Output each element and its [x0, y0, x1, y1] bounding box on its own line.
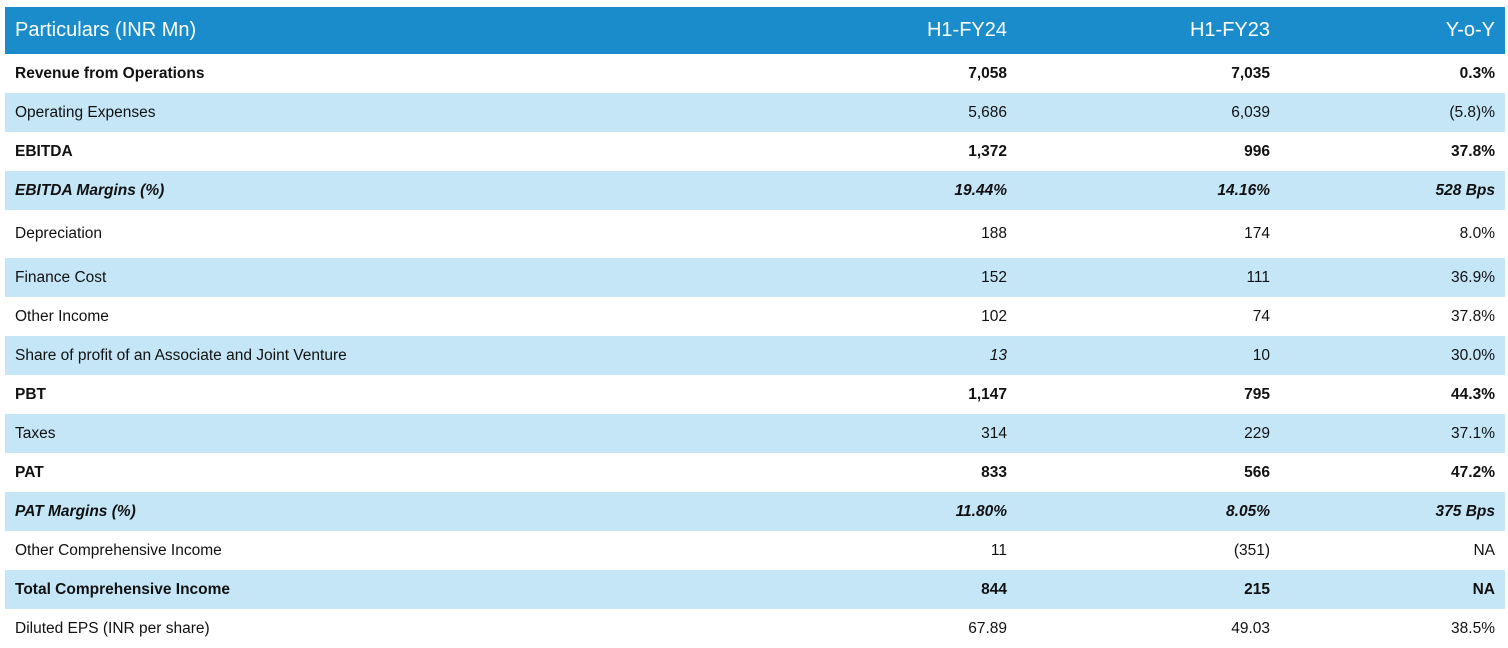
- table-row: Depreciation 188 174 8.0%: [5, 210, 1505, 258]
- table-row: Finance Cost 152 111 36.9%: [5, 258, 1505, 297]
- row-label: EBITDA: [5, 132, 725, 171]
- table-row: Diluted EPS (INR per share) 67.89 49.03 38.…: [5, 609, 1505, 648]
- table-row: PAT 833 566 47.2%: [5, 453, 1505, 492]
- table-body: Revenue from Operations 7,058 7,035 0.3% Ope…: [5, 54, 1505, 648]
- row-label: Finance Cost: [5, 258, 725, 297]
- row-yoy: 37.8%: [1280, 297, 1505, 336]
- row-h1-fy23: 566: [1017, 453, 1280, 492]
- row-h1-fy24: 1,372: [725, 132, 1017, 171]
- row-label: Diluted EPS (INR per share): [5, 609, 725, 648]
- table-row: Share of profit of an Associate and Join…: [5, 336, 1505, 375]
- table-row: EBITDA Margins (%) 19.44% 14.16% 528 Bps: [5, 171, 1505, 210]
- row-h1-fy23: (351): [1017, 531, 1280, 570]
- row-yoy: 528 Bps: [1280, 171, 1505, 210]
- row-h1-fy24: 7,058: [725, 54, 1017, 93]
- row-label: PAT: [5, 453, 725, 492]
- row-h1-fy23: 74: [1017, 297, 1280, 336]
- row-label: Revenue from Operations: [5, 54, 725, 93]
- table-row: Total Comprehensive Income 844 215 NA: [5, 570, 1505, 609]
- row-h1-fy24: 11: [725, 531, 1017, 570]
- table-row: Other Income 102 74 37.8%: [5, 297, 1505, 336]
- row-label: PBT: [5, 375, 725, 414]
- row-yoy: 37.8%: [1280, 132, 1505, 171]
- row-h1-fy23: 8.05%: [1017, 492, 1280, 531]
- row-h1-fy24: 102: [725, 297, 1017, 336]
- row-yoy: 47.2%: [1280, 453, 1505, 492]
- header-h1-fy23: H1-FY23: [1017, 7, 1280, 54]
- table-row: EBITDA 1,372 996 37.8%: [5, 132, 1505, 171]
- table-row: Revenue from Operations 7,058 7,035 0.3%: [5, 54, 1505, 93]
- row-yoy: 36.9%: [1280, 258, 1505, 297]
- row-h1-fy24: 1,147: [725, 375, 1017, 414]
- row-yoy: 0.3%: [1280, 54, 1505, 93]
- row-yoy: 375 Bps: [1280, 492, 1505, 531]
- row-h1-fy23: 996: [1017, 132, 1280, 171]
- row-yoy: NA: [1280, 531, 1505, 570]
- header-particulars: Particulars (INR Mn): [5, 7, 725, 54]
- row-h1-fy23: 174: [1017, 210, 1280, 258]
- row-yoy: 37.1%: [1280, 414, 1505, 453]
- row-yoy: 8.0%: [1280, 210, 1505, 258]
- row-h1-fy23: 6,039: [1017, 93, 1280, 132]
- row-h1-fy24: 19.44%: [725, 171, 1017, 210]
- row-h1-fy24: 314: [725, 414, 1017, 453]
- row-h1-fy23: 14.16%: [1017, 171, 1280, 210]
- row-label: Depreciation: [5, 210, 725, 258]
- row-label: Share of profit of an Associate and Join…: [5, 336, 725, 375]
- row-label: Operating Expenses: [5, 93, 725, 132]
- row-label: PAT Margins (%): [5, 492, 725, 531]
- row-label: Other Comprehensive Income: [5, 531, 725, 570]
- row-h1-fy24: 11.80%: [725, 492, 1017, 531]
- row-h1-fy23: 49.03: [1017, 609, 1280, 648]
- row-h1-fy23: 215: [1017, 570, 1280, 609]
- table-row: Taxes 314 229 37.1%: [5, 414, 1505, 453]
- row-h1-fy23: 795: [1017, 375, 1280, 414]
- row-h1-fy24: 844: [725, 570, 1017, 609]
- table-row: Operating Expenses 5,686 6,039 (5.8)%: [5, 93, 1505, 132]
- header-h1-fy24: H1-FY24: [725, 7, 1017, 54]
- header-yoy: Y-o-Y: [1280, 7, 1505, 54]
- row-label: Taxes: [5, 414, 725, 453]
- row-yoy: (5.8)%: [1280, 93, 1505, 132]
- row-h1-fy24: 13: [725, 336, 1017, 375]
- row-h1-fy23: 7,035: [1017, 54, 1280, 93]
- row-h1-fy23: 229: [1017, 414, 1280, 453]
- row-h1-fy24: 67.89: [725, 609, 1017, 648]
- row-h1-fy23: 10: [1017, 336, 1280, 375]
- row-h1-fy24: 188: [725, 210, 1017, 258]
- table-header-row: Particulars (INR Mn) H1-FY24 H1-FY23 Y-o…: [5, 7, 1505, 54]
- row-h1-fy24: 5,686: [725, 93, 1017, 132]
- table-row: PBT 1,147 795 44.3%: [5, 375, 1505, 414]
- table-row: Other Comprehensive Income 11 (351) NA: [5, 531, 1505, 570]
- row-h1-fy24: 152: [725, 258, 1017, 297]
- row-yoy: 38.5%: [1280, 609, 1505, 648]
- row-h1-fy23: 111: [1017, 258, 1280, 297]
- row-yoy: 30.0%: [1280, 336, 1505, 375]
- table-row: PAT Margins (%) 11.80% 8.05% 375 Bps: [5, 492, 1505, 531]
- row-label: Other Income: [5, 297, 725, 336]
- row-label: Total Comprehensive Income: [5, 570, 725, 609]
- row-yoy: NA: [1280, 570, 1505, 609]
- row-label: EBITDA Margins (%): [5, 171, 725, 210]
- financial-summary-table: Particulars (INR Mn) H1-FY24 H1-FY23 Y-o…: [5, 7, 1505, 648]
- row-yoy: 44.3%: [1280, 375, 1505, 414]
- row-h1-fy24: 833: [725, 453, 1017, 492]
